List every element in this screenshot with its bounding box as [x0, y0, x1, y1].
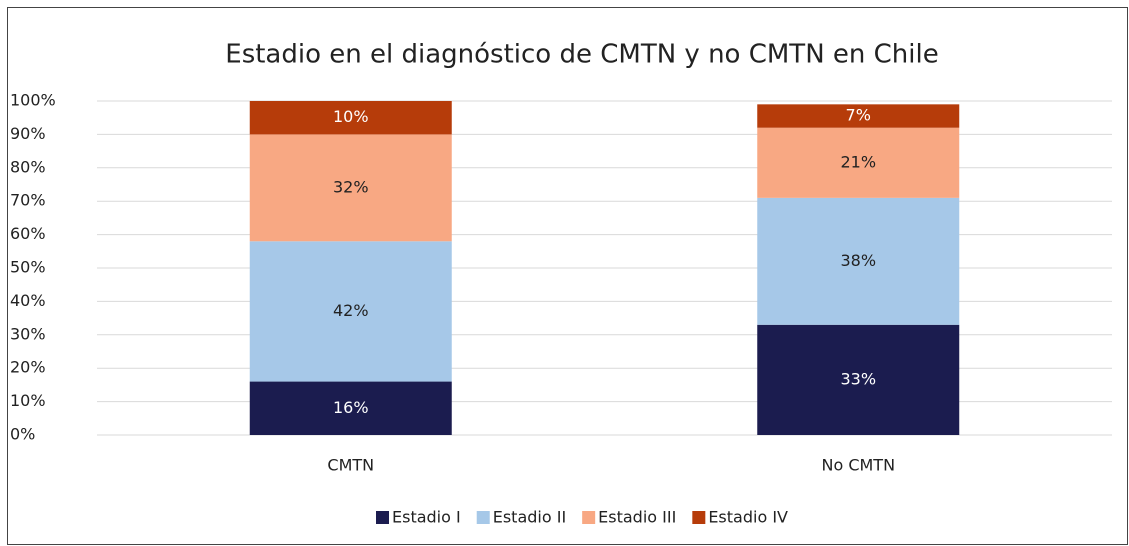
y-tick-label: 50% — [10, 258, 46, 277]
y-tick-label: 100% — [10, 91, 56, 110]
legend-swatch — [376, 511, 390, 524]
value-label: 7% — [846, 106, 871, 125]
value-label: 10% — [333, 107, 369, 126]
x-tick-label: No CMTN — [821, 456, 895, 475]
bar-segment — [757, 127, 960, 198]
value-label: 21% — [840, 152, 876, 171]
bar-segment — [249, 134, 452, 242]
y-tick-label: 70% — [10, 191, 46, 210]
bar-segment — [757, 104, 960, 128]
legend-label: Estadio III — [598, 508, 676, 527]
legend-label: Estadio IV — [708, 508, 788, 527]
value-label: 42% — [333, 301, 369, 320]
y-tick-label: 40% — [10, 291, 46, 310]
y-tick-label: 60% — [10, 224, 46, 243]
legend-label: Estadio I — [392, 508, 461, 527]
bar-segment — [249, 381, 452, 435]
y-tick-label: 30% — [10, 324, 46, 343]
legend-swatch — [582, 511, 596, 524]
y-tick-label: 90% — [10, 124, 46, 143]
legend-label: Estadio II — [493, 508, 566, 527]
bar-segment — [249, 241, 452, 382]
bar-segment — [757, 197, 960, 325]
y-tick-label: 80% — [10, 157, 46, 176]
chart-title: Estadio en el diagnóstico de CMTN y no C… — [225, 40, 938, 70]
y-tick-label: 10% — [10, 391, 46, 410]
bar-segment — [249, 101, 452, 135]
value-label: 16% — [333, 398, 369, 417]
y-tick-label: 20% — [10, 358, 46, 377]
value-label: 32% — [333, 177, 369, 196]
bar-segment — [757, 324, 960, 435]
value-label: 38% — [840, 251, 876, 270]
x-tick-label: CMTN — [327, 456, 374, 475]
legend-swatch — [692, 511, 706, 524]
chart-border — [7, 7, 1128, 545]
y-tick-label: 0% — [10, 425, 35, 444]
value-label: 33% — [840, 369, 876, 388]
legend-swatch — [476, 511, 490, 524]
